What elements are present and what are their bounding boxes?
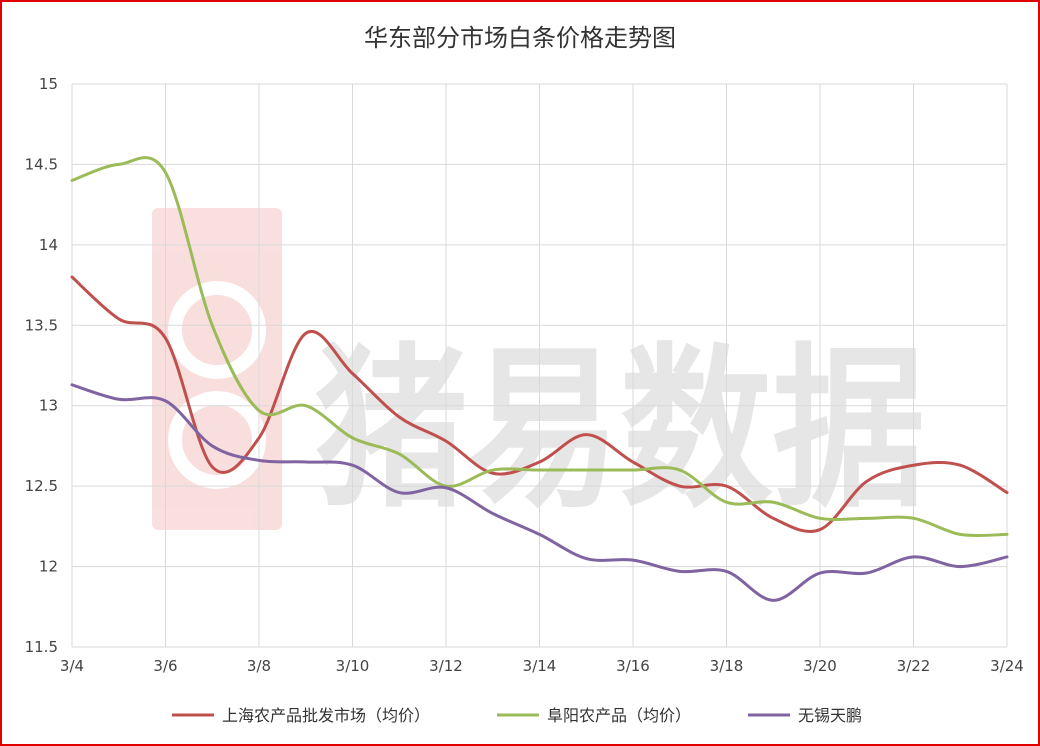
y-tick-label: 13 — [39, 397, 58, 415]
series-line-1 — [70, 275, 1009, 533]
chart-title: 华东部分市场白条价格走势图 — [364, 24, 676, 52]
y-tick-label: 13.5 — [25, 316, 58, 334]
legend-label: 阜阳农产品（均价） — [547, 706, 691, 725]
y-axis-ticks: 11.5 12 12.5 13 13.5 14 14.5 15 — [25, 75, 58, 656]
x-tick-label: 3/12 — [429, 657, 463, 675]
x-tick-label: 3/18 — [710, 657, 744, 675]
x-tick-label: 3/14 — [523, 657, 557, 675]
x-tick-label: 3/20 — [803, 657, 837, 675]
y-tick-label: 15 — [39, 75, 58, 93]
legend-label: 无锡天鹏 — [798, 706, 862, 725]
y-tick-label: 11.5 — [25, 638, 58, 656]
legend-label: 上海农产品批发市场（均价） — [222, 706, 430, 725]
series-lines — [70, 156, 1009, 602]
watermark-text: 猪易数据 — [315, 329, 925, 532]
watermark: 猪易数据 — [152, 208, 925, 532]
x-tick-label: 3/6 — [153, 657, 177, 675]
y-tick-label: 14.5 — [25, 155, 58, 173]
x-tick-label: 3/22 — [897, 657, 931, 675]
legend-item-2: 阜阳农产品（均价） — [497, 706, 691, 725]
series-line-2 — [70, 156, 1009, 538]
x-tick-label: 3/4 — [60, 657, 84, 675]
legend-item-1: 上海农产品批发市场（均价） — [172, 706, 430, 725]
x-axis-ticks: 3/4 3/6 3/8 3/10 3/12 3/14 3/16 3/18 3/20 3/22 3/2… — [60, 657, 1024, 675]
legend: 上海农产品批发市场（均价） 阜阳农产品（均价） 无锡天鹏 — [172, 706, 862, 725]
x-tick-label: 3/24 — [990, 657, 1024, 675]
x-tick-label: 3/10 — [336, 657, 370, 675]
y-tick-label: 12 — [39, 558, 58, 576]
x-tick-label: 3/8 — [247, 657, 271, 675]
series-line-3 — [70, 383, 1009, 602]
legend-item-3: 无锡天鹏 — [748, 706, 862, 725]
y-tick-label: 12.5 — [25, 477, 58, 495]
gridlines — [71, 83, 1008, 648]
y-tick-label: 14 — [39, 236, 58, 254]
x-tick-label: 3/16 — [616, 657, 650, 675]
